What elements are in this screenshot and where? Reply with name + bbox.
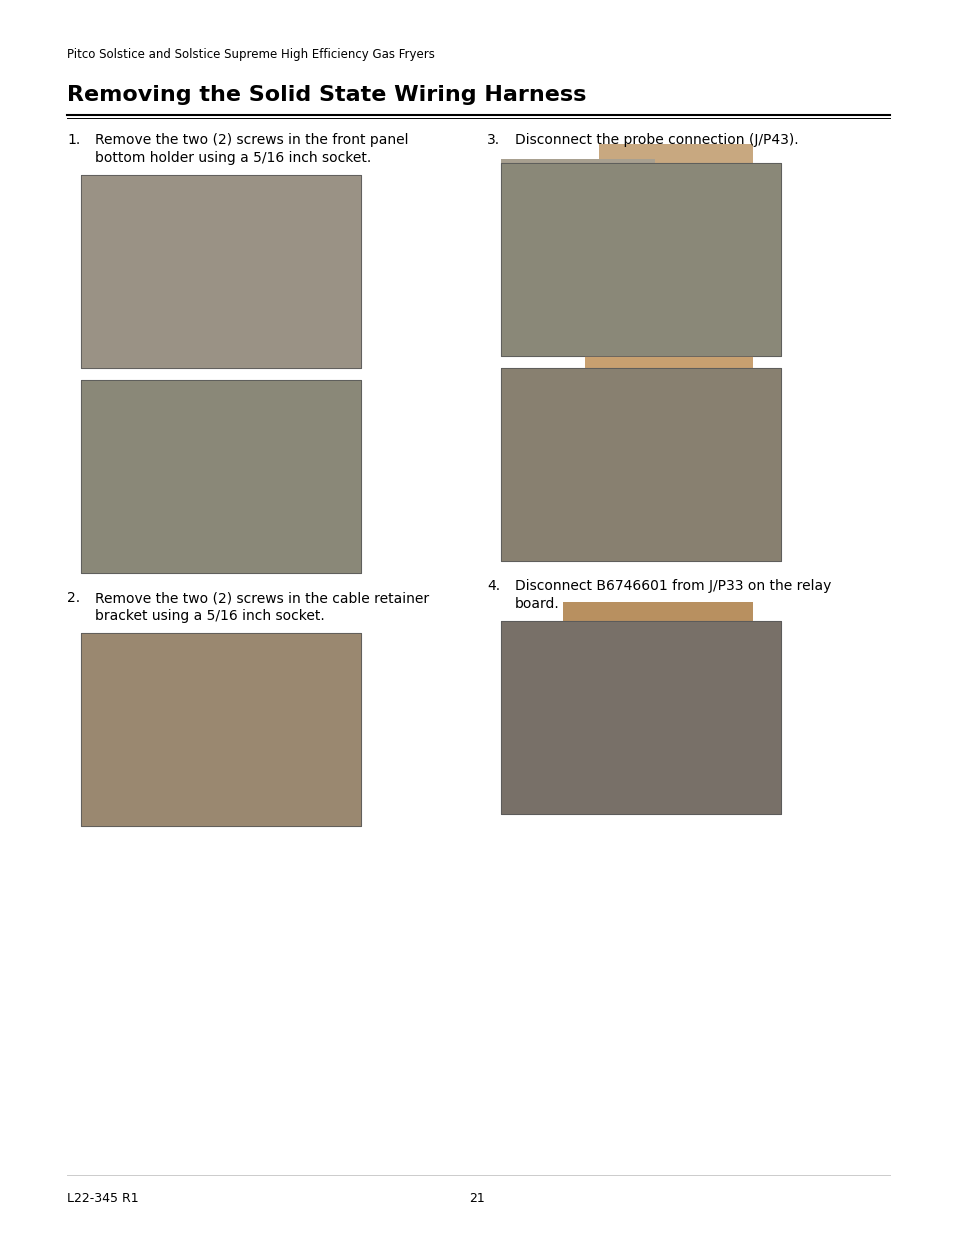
Bar xyxy=(562,621,781,814)
FancyBboxPatch shape xyxy=(500,368,781,561)
Text: 1.: 1. xyxy=(67,133,80,147)
Bar xyxy=(500,163,571,356)
Text: 4.: 4. xyxy=(486,579,499,593)
Bar xyxy=(500,163,781,356)
FancyBboxPatch shape xyxy=(500,621,781,814)
Bar xyxy=(81,380,187,573)
Bar xyxy=(578,368,781,561)
Bar xyxy=(500,621,781,814)
Bar xyxy=(598,143,752,249)
Bar xyxy=(221,175,360,233)
Bar xyxy=(562,601,752,708)
FancyBboxPatch shape xyxy=(500,163,781,356)
Bar xyxy=(179,175,360,368)
Bar xyxy=(81,175,360,368)
FancyBboxPatch shape xyxy=(81,380,360,573)
Text: Removing the Solid State Wiring Harness: Removing the Solid State Wiring Harness xyxy=(67,85,586,105)
Bar xyxy=(198,385,311,447)
Bar xyxy=(584,337,752,450)
Bar xyxy=(81,175,179,368)
Text: Remove the two (2) screws in the front panel
bottom holder using a 5/16 inch soc: Remove the two (2) screws in the front p… xyxy=(95,133,408,165)
Text: Disconnect the probe connection (J/P43).: Disconnect the probe connection (J/P43). xyxy=(515,133,798,147)
Text: Disconnect B6746601 from J/P33 on the relay
board.: Disconnect B6746601 from J/P33 on the re… xyxy=(515,579,830,611)
Bar xyxy=(500,368,781,561)
Bar xyxy=(171,634,360,826)
Text: 3.: 3. xyxy=(486,133,499,147)
Text: L22-345 R1: L22-345 R1 xyxy=(67,1192,138,1205)
Bar xyxy=(500,621,562,814)
Text: 2.: 2. xyxy=(67,592,80,605)
Text: Remove the two (2) screws in the cable retainer
bracket using a 5/16 inch socket: Remove the two (2) screws in the cable r… xyxy=(95,592,429,624)
Bar xyxy=(81,634,360,826)
Bar xyxy=(571,163,781,356)
FancyBboxPatch shape xyxy=(81,175,360,368)
Bar xyxy=(187,380,360,573)
Text: Pitco Solstice and Solstice Supreme High Efficiency Gas Fryers: Pitco Solstice and Solstice Supreme High… xyxy=(67,48,435,61)
Bar xyxy=(500,159,655,217)
Bar xyxy=(193,634,333,730)
Bar xyxy=(500,368,578,561)
Bar xyxy=(81,380,360,573)
Bar xyxy=(81,634,171,826)
Text: 21: 21 xyxy=(469,1192,484,1205)
FancyBboxPatch shape xyxy=(81,634,360,826)
